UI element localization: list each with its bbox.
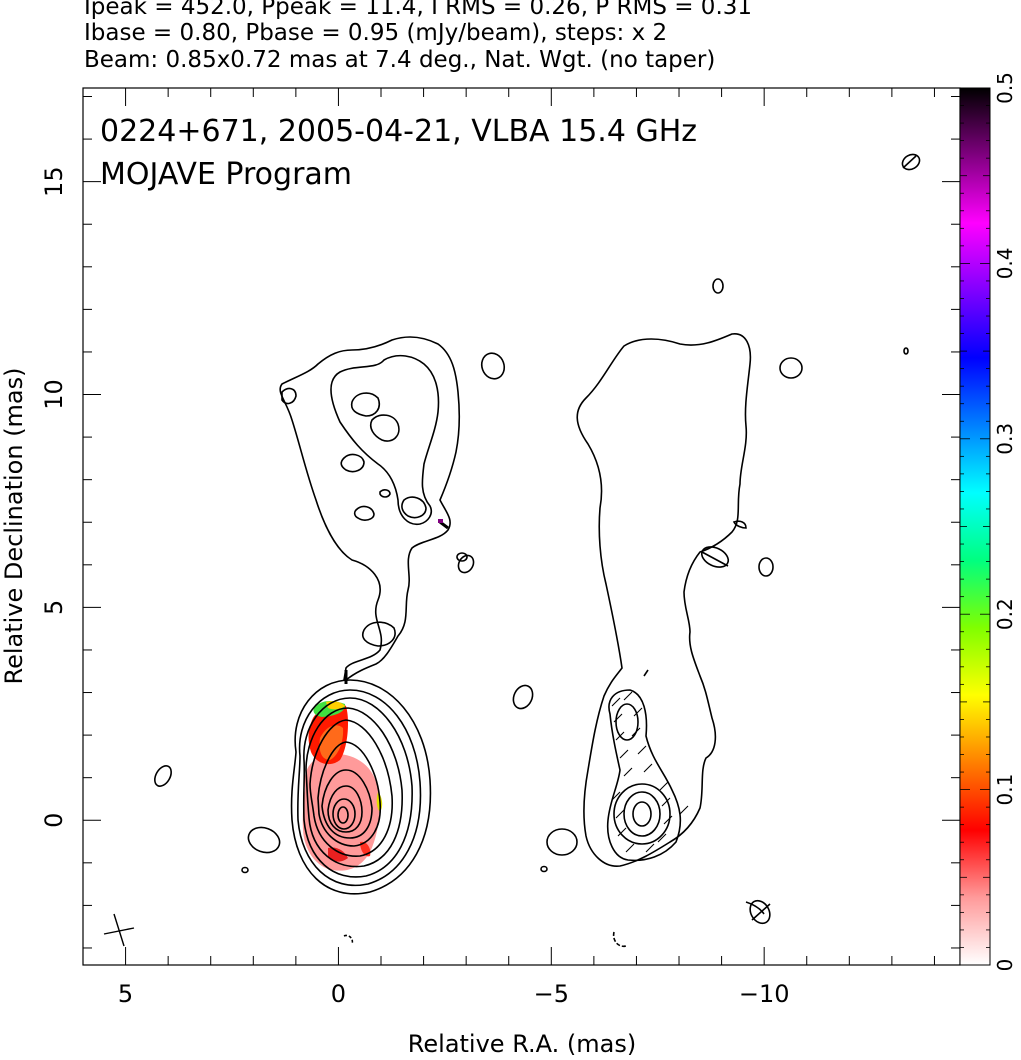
colorbar-tick-label: 0.4 <box>993 247 1017 279</box>
fractional-polarization-overlay <box>302 700 383 871</box>
y-axis-label: Relative Declination (mas) <box>0 367 28 684</box>
jet-inner-contour <box>330 354 440 525</box>
chart-title: 0224+671, 2005-04-21, VLBA 15.4 GHz <box>100 114 697 149</box>
colorbar-tick-label: 0.5 <box>993 72 1017 104</box>
y-tick-label: 10 <box>40 379 68 410</box>
y-tick-label: 15 <box>40 166 68 197</box>
plot-frame <box>82 87 961 966</box>
colorbar-tick-label: 0 <box>993 959 1017 972</box>
colorbar-ticks <box>960 87 990 966</box>
x-axis-label: Relative R.A. (mas) <box>408 1030 636 1058</box>
colorbar-tick-label: 0.1 <box>993 774 1017 806</box>
beam-marker <box>103 913 135 947</box>
colorbar-tick-label: 0.2 <box>993 598 1017 630</box>
axis-ticks <box>82 88 960 965</box>
core-polarization-patch <box>302 753 380 871</box>
total-intensity-contours <box>290 679 432 895</box>
y-tick-label: 0 <box>40 813 68 828</box>
x-tick-label: 5 <box>118 980 133 1008</box>
polarized-intensity-inner-contour <box>606 689 682 862</box>
colorbar-tick-label: 0.3 <box>993 423 1017 455</box>
chart-subtitle: MOJAVE Program <box>100 157 352 192</box>
tick-labels: 5 0 −5 −10 0 5 10 15 0 0.1 0.2 0.3 0.4 0.5 <box>40 72 1017 1008</box>
x-tick-label: −5 <box>534 980 569 1008</box>
plot-area <box>154 153 921 948</box>
y-tick-label: 5 <box>40 600 68 615</box>
header-line-2: Ibase = 0.80, Pbase = 0.95 (mJy/beam), s… <box>84 20 668 46</box>
header-line-1: Ipeak = 452.0, Ppeak = 11.4, I RMS = 0.2… <box>84 0 753 20</box>
header-line-3: Beam: 0.85x0.72 mas at 7.4 deg., Nat. Wg… <box>84 47 716 73</box>
evpa-ticks <box>611 691 689 853</box>
jet-outer-contour <box>279 336 461 681</box>
x-tick-label: −10 <box>739 980 790 1008</box>
x-tick-label: 0 <box>331 980 346 1008</box>
